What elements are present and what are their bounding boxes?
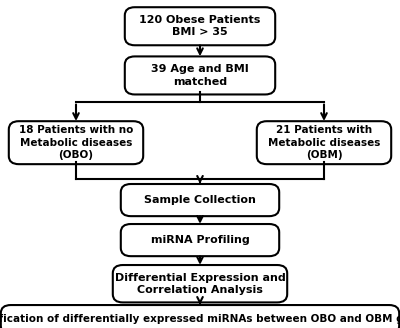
Text: Sample Collection: Sample Collection: [144, 195, 256, 205]
Text: miRNA Profiling: miRNA Profiling: [151, 235, 249, 245]
Text: 120 Obese Patients
BMI > 35: 120 Obese Patients BMI > 35: [139, 15, 261, 37]
FancyBboxPatch shape: [257, 121, 391, 164]
Text: 18 Patients with no
Metabolic diseases
(OBO): 18 Patients with no Metabolic diseases (…: [19, 125, 133, 160]
FancyBboxPatch shape: [125, 56, 275, 94]
FancyBboxPatch shape: [121, 224, 279, 256]
FancyBboxPatch shape: [9, 121, 143, 164]
FancyBboxPatch shape: [121, 184, 279, 216]
Text: Differential Expression and
Correlation Analysis: Differential Expression and Correlation …: [115, 273, 285, 295]
Text: 21 Patients with
Metabolic diseases
(OBM): 21 Patients with Metabolic diseases (OBM…: [268, 125, 380, 160]
FancyBboxPatch shape: [113, 265, 287, 302]
FancyBboxPatch shape: [125, 7, 275, 45]
Text: 39 Age and BMI
matched: 39 Age and BMI matched: [151, 64, 249, 87]
FancyBboxPatch shape: [1, 305, 399, 328]
Text: Identification of differentially expressed miRNAs between OBO and OBM groups: Identification of differentially express…: [0, 315, 400, 324]
